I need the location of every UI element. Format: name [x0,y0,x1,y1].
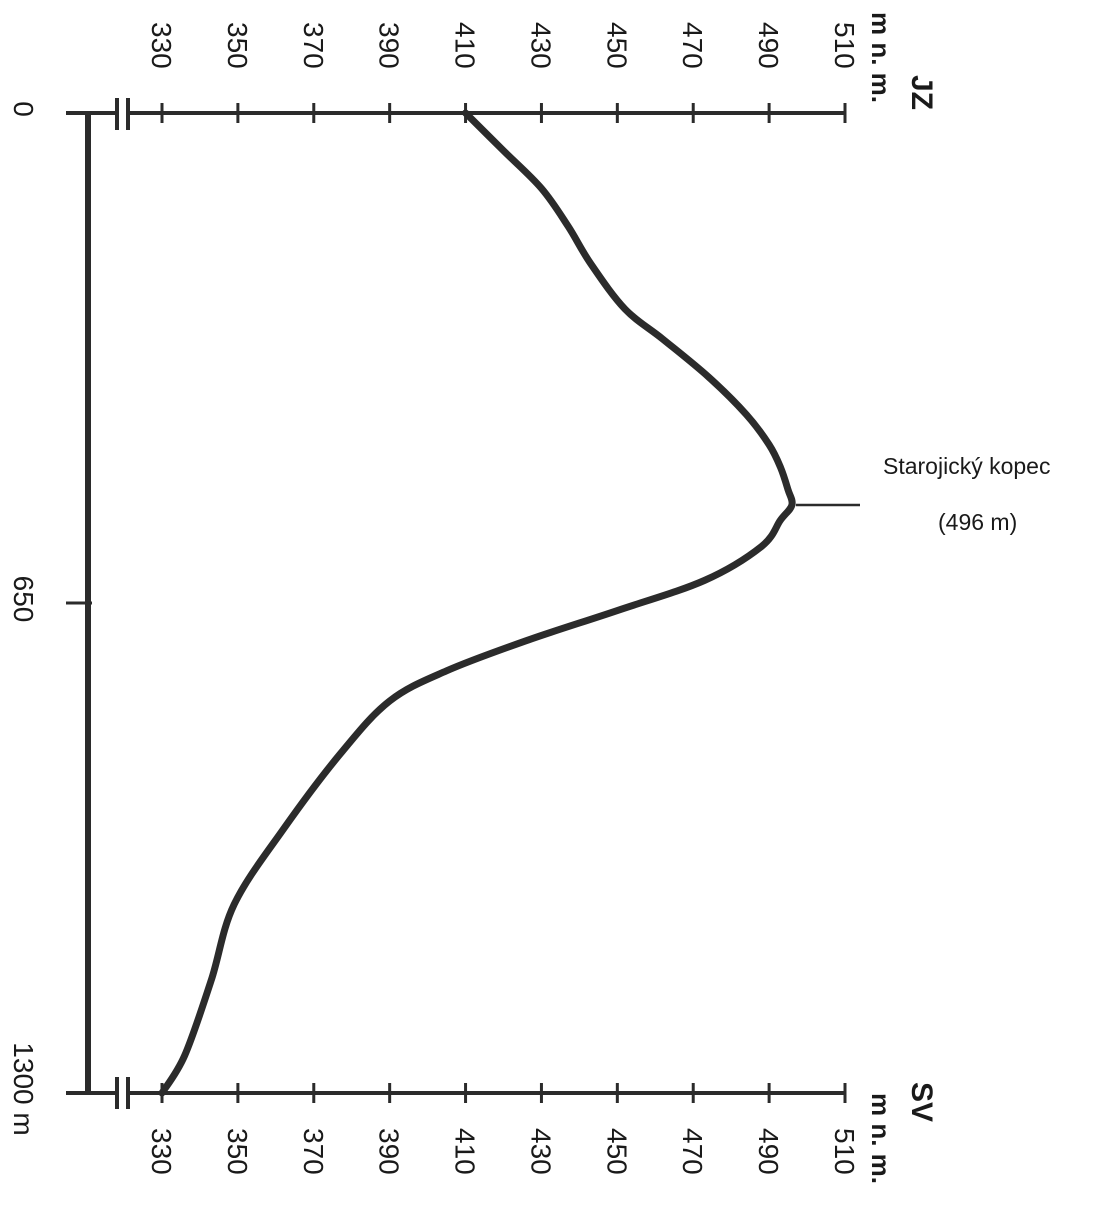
top-elevation-tick-label: 370 [298,22,329,69]
bottom-elevation-tick-label: 370 [298,1128,329,1175]
top-elevation-tick-label: 390 [374,22,405,69]
distance-tick-label: 1300 m [8,1042,39,1135]
top-elevation-tick-label: 470 [677,22,708,69]
bottom-elevation-tick-label: 510 [829,1128,860,1175]
right-end-label: SV [905,1082,938,1122]
top-elevation-tick-label: 430 [525,22,556,69]
bottom-elevation-tick-label: 390 [374,1128,405,1175]
bottom-elevation-tick-label: 410 [450,1128,481,1175]
annotation-name: Starojický kopec [883,453,1050,479]
top-elevation-tick-label: 450 [601,22,632,69]
bottom-elevation-tick-label: 450 [601,1128,632,1175]
bottom-elevation-ticks: 330 350 370 390 410 430 450 470 490 510 [146,1083,860,1175]
elevation-profile-line [158,109,796,1097]
annotation-elevation: (496 m) [938,509,1017,535]
bottom-unit-label: m n. m. [866,1093,896,1184]
top-elevation-ticks: 330 350 370 390 410 430 450 470 490 510 [146,22,860,123]
bottom-elevation-tick-label: 350 [222,1128,253,1175]
bottom-elevation-tick-label: 470 [677,1128,708,1175]
left-end-label: JZ [905,75,938,110]
top-elevation-tick-label: 510 [829,22,860,69]
top-elevation-tick-label: 410 [450,22,481,69]
bottom-elevation-tick-label: 490 [753,1128,784,1175]
bottom-elevation-tick-label: 430 [525,1128,556,1175]
top-elevation-tick-label: 350 [222,22,253,69]
top-elevation-tick-label: 330 [146,22,177,69]
top-elevation-tick-label: 490 [753,22,784,69]
distance-tick-label: 0 [8,101,39,117]
distance-ticks: 0 650 1300 m [8,101,92,1136]
bottom-elevation-tick-label: 330 [146,1128,177,1175]
top-unit-label: m n. m. [866,12,896,103]
distance-tick-label: 650 [8,576,39,623]
